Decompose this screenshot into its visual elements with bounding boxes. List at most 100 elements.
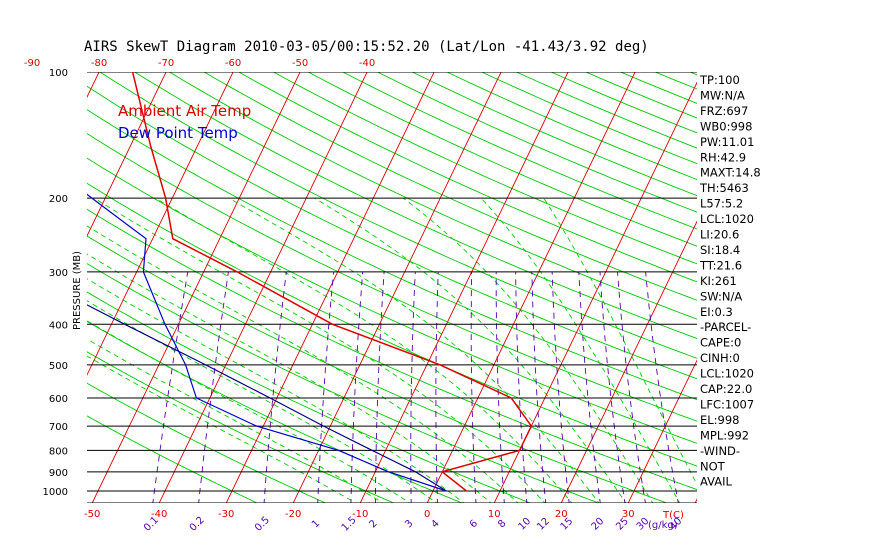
dry-adiabat	[87, 182, 697, 467]
dry-adiabat	[87, 382, 327, 503]
pressure-tick-label: 1000	[43, 487, 68, 498]
bottom-temp-tick-label: 10	[488, 509, 501, 520]
mixing-ratio-label: 4	[429, 518, 441, 530]
mixing-ratio-label: 3	[403, 518, 415, 530]
dry-adiabat	[549, 72, 697, 134]
temp-unit-label: T(C)	[662, 510, 684, 521]
isotherm	[292, 72, 502, 503]
bottom-temp-tick-label: 0	[424, 509, 430, 520]
isotherm	[761, 31, 870, 505]
dry-adiabat	[237, 72, 697, 283]
stability-index-item: MAXT:14.8	[700, 166, 761, 180]
stability-index-item: EL:998	[700, 413, 740, 427]
mixing-ratio-line	[515, 271, 528, 503]
dry-adiabat	[821, 31, 870, 505]
mixing-ratio-label: 0.2	[188, 515, 207, 534]
dry-adiabat	[87, 415, 259, 503]
isotherm	[87, 72, 234, 376]
mixing-ratio-line	[495, 271, 505, 503]
dry-adiabat	[411, 72, 697, 197]
y-axis-label: PRESSURE (MB)	[72, 251, 83, 330]
mixing-ratio-label: 10	[516, 516, 533, 533]
stability-index-item: LI:20.6	[700, 228, 739, 242]
top-temp-tick-label: -90	[24, 58, 40, 69]
bottom-temp-tick-label: 20	[555, 509, 568, 520]
mixing-ratio-label: 8	[496, 518, 508, 530]
stability-index-item: MW:N/A	[700, 88, 745, 102]
chart-title: AIRS SkewT Diagram 2010-03-05/00:15:52.2…	[84, 39, 649, 55]
isotherm	[359, 72, 569, 503]
mixing-ratio-line	[350, 271, 364, 503]
pressure-tick-label: 100	[49, 68, 68, 79]
isotherm	[426, 72, 636, 503]
mixing-ratio-label: 6	[468, 518, 480, 530]
bottom-temp-tick-label: -10	[352, 509, 368, 520]
dry-adiabat	[168, 72, 697, 320]
moist-adiabat	[87, 320, 411, 503]
stability-index-item: PW:11.01	[700, 135, 754, 149]
mixing-ratio-line	[198, 271, 229, 503]
top-temp-tick-label: -50	[292, 58, 308, 69]
dry-adiabat	[756, 31, 870, 505]
dry-adiabat	[341, 72, 697, 230]
top-temp-tick-label: -80	[91, 58, 107, 69]
top-temp-tick-label: -40	[359, 58, 375, 69]
moist-adiabat	[543, 197, 697, 486]
pressure-tick-label: 600	[49, 394, 68, 405]
legend-ambient-air-temp: Ambient Air Temp	[118, 102, 251, 120]
stability-index-item: CINH:0	[700, 351, 740, 365]
series-ambient-air-temp-line	[131, 72, 533, 492]
stability-index-item: L57:5.2	[700, 197, 743, 211]
stability-index-item: TP:100	[699, 73, 740, 87]
stability-index-item: CAP:22.0	[700, 382, 752, 396]
bottom-temp-tick-label: 30	[622, 509, 635, 520]
isotherm	[87, 72, 167, 238]
bottom-temp-tick-label: -40	[151, 509, 167, 520]
moist-adiabats	[87, 197, 697, 503]
top-temp-tick-label: -60	[225, 58, 241, 69]
stability-index-item: -WIND-	[700, 444, 740, 458]
isotherm	[560, 220, 697, 503]
mixing-ratio-line	[551, 271, 570, 503]
dry-adiabat	[272, 72, 697, 265]
isotherm	[0, 31, 52, 505]
dry-adiabat	[87, 351, 395, 503]
moist-adiabat	[403, 197, 654, 503]
moist-adiabat	[480, 197, 681, 503]
bottom-temp-tick-label: -30	[218, 509, 234, 520]
dry-adiabat	[87, 235, 669, 503]
pressure-tick-label: 900	[49, 468, 68, 479]
pressure-tick-labels: 100 200 300 400 500 600 700 800 900 1000	[43, 68, 68, 498]
mixing-ratio-line	[645, 271, 679, 503]
stability-index-item: RH:42.9	[700, 150, 746, 164]
mixing-ratio-line	[578, 271, 601, 503]
moist-adiabat	[228, 197, 600, 503]
stability-index-item: SI:18.4	[700, 243, 740, 257]
legend-dew-point-temp: Dew Point Temp	[118, 124, 238, 142]
series-dew-point-temp-line	[87, 193, 447, 492]
stability-index-item: AVAIL	[700, 475, 733, 489]
dry-adiabat	[480, 72, 697, 165]
bottom-temp-tick-label: -50	[84, 509, 100, 520]
legend: Ambient Air Temp Dew Point Temp	[118, 102, 251, 142]
moist-adiabat	[93, 197, 546, 503]
mixing-ratio-lines	[152, 271, 679, 503]
mixing-ratio-label: 20	[590, 516, 607, 533]
mixing-ratio-line	[152, 271, 189, 503]
dry-adiabat	[133, 72, 697, 339]
stability-index-item: LCL:1020	[700, 212, 754, 226]
mixing-ratio-line	[435, 271, 439, 503]
mixing-ratio-line	[531, 271, 547, 503]
top-temperature-tick-labels: -120-110-100-90-80-70-60-50-40	[24, 58, 375, 69]
mixing-ratio-line	[374, 271, 385, 503]
moist-adiabat	[314, 197, 627, 503]
profile-series	[87, 72, 533, 492]
isobars	[87, 72, 697, 503]
dry-adiabat	[87, 208, 697, 491]
moist-adiabat	[87, 278, 465, 503]
moist-adiabat	[87, 300, 438, 503]
stability-index-item: TT:21.6	[699, 258, 742, 272]
mixing-ratio-line	[470, 271, 477, 503]
